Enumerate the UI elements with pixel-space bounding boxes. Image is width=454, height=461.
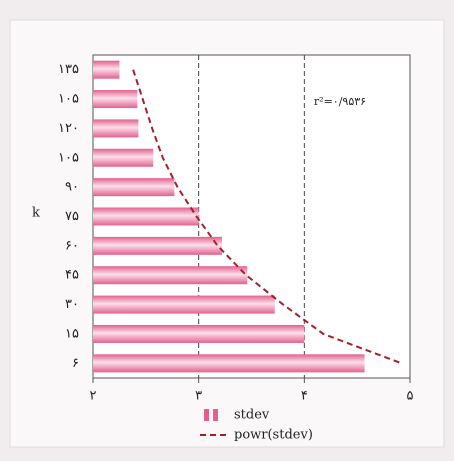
y-tick-label: ۱۵ — [65, 326, 79, 341]
x-tick-label: ۴ — [301, 389, 308, 404]
y-axis-label: k — [32, 206, 40, 221]
bar — [93, 207, 199, 226]
y-tick-label: ۱۰۵ — [58, 92, 79, 107]
y-tick-label: ۱۳۵ — [58, 62, 79, 77]
bar — [93, 119, 139, 138]
bar — [93, 295, 275, 314]
y-tick-label: ۳۰ — [65, 297, 79, 312]
legend-swatch — [204, 409, 209, 421]
x-tick-label: ۲ — [90, 389, 97, 404]
bar — [93, 60, 120, 79]
y-tick-label: ۴۵ — [65, 268, 79, 283]
y-tick-label: ۱۰۵ — [58, 150, 79, 165]
legend-label: powr(stdev) — [234, 428, 313, 443]
x-tick-label: ۳ — [195, 389, 202, 404]
y-tick-label: ۹۰ — [65, 180, 79, 195]
y-tick-label: ۶ — [72, 356, 79, 371]
x-tick-label: ۵ — [407, 389, 414, 404]
bar — [93, 236, 222, 255]
y-tick-label: ۱۲۰ — [58, 121, 79, 136]
y-tick-label: ۷۵ — [65, 209, 79, 224]
legend-label: stdev — [234, 408, 270, 423]
annotation: r²=۰/۹۵۳۶ — [314, 95, 366, 108]
bar — [93, 178, 175, 197]
bar — [93, 148, 154, 167]
bar — [93, 324, 305, 343]
bar — [93, 90, 138, 109]
y-tick-label: ۶۰ — [65, 238, 79, 253]
legend-swatch — [213, 409, 218, 421]
bar — [93, 266, 248, 285]
trend-line — [132, 69, 402, 365]
bar — [93, 354, 365, 373]
